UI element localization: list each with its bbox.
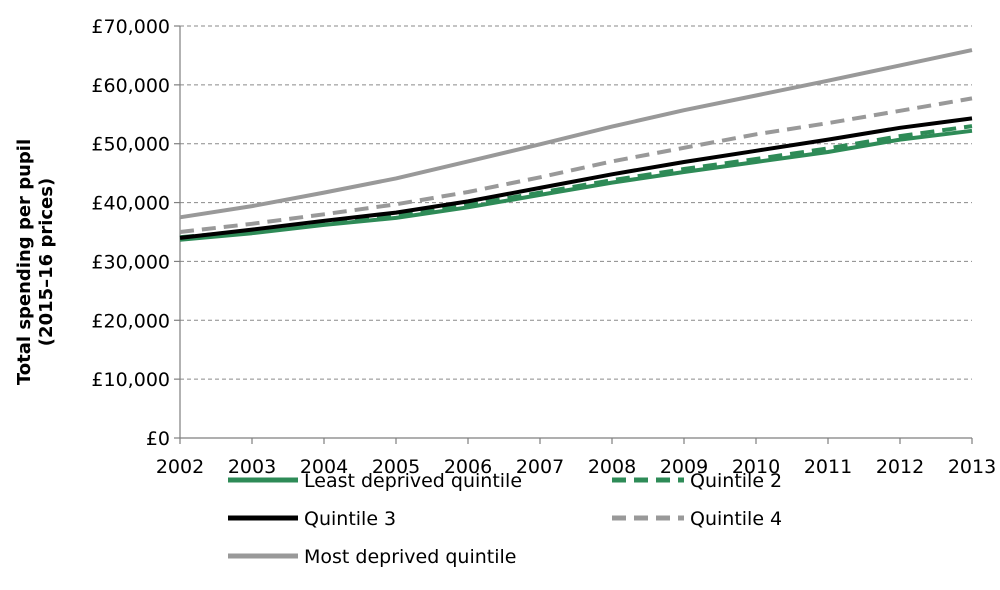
y-tick-label: £30,000	[91, 251, 170, 273]
legend-label: Most deprived quintile	[304, 546, 516, 568]
legend-item: Quintile 4	[612, 508, 782, 530]
x-tick-label: 2010	[732, 456, 780, 478]
legend-label: Quintile 4	[690, 508, 782, 530]
x-tick-label: 2002	[156, 456, 204, 478]
gridlines	[180, 25, 972, 380]
series-line-3	[179, 96, 973, 234]
series-lines	[179, 48, 973, 242]
legend-item: Quintile 3	[228, 508, 396, 530]
legend-label: Least deprived quintile	[304, 470, 522, 492]
x-tick-label: 2003	[228, 456, 276, 478]
legend-label: Quintile 3	[304, 508, 396, 530]
y-tick-label: £10,000	[91, 369, 170, 391]
legend-label: Quintile 2	[690, 470, 782, 492]
x-tick-label: 2013	[948, 456, 996, 478]
x-tick-label: 2008	[588, 456, 636, 478]
y-tick-label: £50,000	[91, 134, 170, 156]
y-tick-label: £20,000	[91, 310, 170, 332]
legend: Least deprived quintile Quintile 2 Quintil…	[228, 470, 782, 568]
axes	[174, 25, 973, 444]
y-tick-label: £70,000	[91, 16, 170, 38]
legend-item: Least deprived quintile	[228, 470, 522, 492]
y-axis-title: Total spending per pupil (2015–16 prices…	[14, 139, 57, 385]
legend-item: Quintile 2	[612, 470, 782, 492]
y-tick-labels: £0 £10,000 £20,000 £30,000 £40,000 £50,000 £60…	[91, 16, 170, 450]
y-tick-label: £60,000	[91, 75, 170, 97]
y-axis-title-line-2: (2015–16 prices)	[36, 178, 57, 346]
x-tick-label: 2004	[300, 456, 348, 478]
y-axis-title-line-1: Total spending per pupil	[14, 139, 35, 385]
x-tick-label: 2011	[804, 456, 852, 478]
x-tick-label: 2012	[876, 456, 924, 478]
y-tick-label: £40,000	[91, 193, 170, 215]
x-tick-label: 2006	[444, 456, 492, 478]
legend-item: Most deprived quintile	[228, 546, 516, 568]
series-line-4	[179, 48, 973, 220]
x-tick-label: 2005	[372, 456, 420, 478]
series-line-2	[179, 116, 973, 240]
y-tick-label: £0	[146, 428, 170, 450]
x-tick-label: 2007	[516, 456, 564, 478]
x-tick-label: 2009	[660, 456, 708, 478]
x-tick-labels: 2002 2003 2004 2005 2006 2007 2008 2009 2010 2011…	[156, 456, 996, 478]
series-line-0	[179, 128, 973, 242]
